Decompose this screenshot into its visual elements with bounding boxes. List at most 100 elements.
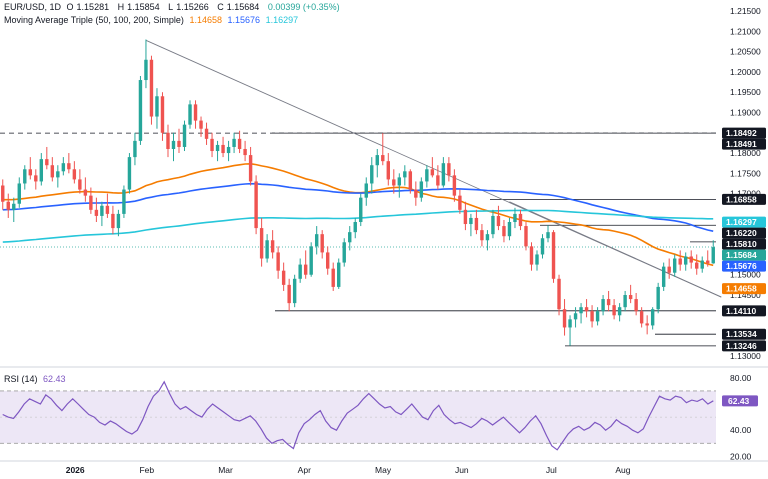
candle-body: [375, 155, 379, 166]
candle-body: [430, 169, 435, 176]
candle-body: [100, 205, 104, 216]
rsi-value-label: 62.43: [43, 374, 66, 384]
time-tick-label: 2026: [66, 465, 85, 475]
candle-body: [226, 146, 231, 154]
candle-body: [149, 59, 154, 117]
price-badge: [722, 249, 766, 261]
candle-body: [248, 155, 253, 182]
price-tick-label: 1.20500: [730, 47, 761, 57]
candle-body: [502, 226, 506, 237]
candle-body: [584, 307, 589, 312]
price-badge-label: 1.15684: [726, 250, 757, 260]
candle-body: [684, 256, 688, 265]
candle-body: [496, 215, 501, 227]
candle-body: [546, 232, 550, 239]
candle-body: [210, 138, 214, 152]
price-badge-label: 1.15676: [726, 261, 757, 271]
price-badge-label: 1.16858: [726, 194, 757, 204]
candle-body: [337, 262, 341, 287]
ma50-value: 1.14658: [189, 15, 222, 25]
candle-body: [425, 169, 429, 182]
price-badge: [722, 238, 766, 250]
candle-body: [518, 213, 523, 227]
trendline-lower: [509, 201, 722, 298]
candle-body: [524, 226, 528, 247]
candle-body: [39, 159, 44, 182]
candle-body: [634, 299, 638, 312]
price-badge: [722, 127, 766, 139]
candle-body: [678, 258, 682, 265]
candle-body: [12, 203, 16, 210]
candle-body: [573, 313, 578, 320]
low-label: L 1.15266: [168, 2, 209, 12]
candle-body: [667, 266, 671, 273]
ma200-line: [2, 209, 714, 243]
candle-body: [480, 230, 484, 241]
rsi-badge-label: 62.43: [728, 396, 750, 406]
candle-body: [281, 270, 286, 285]
price-tick-label: 1.17000: [730, 189, 761, 199]
symbol-label: EUR/USD, 1D: [4, 2, 62, 12]
candle-body: [309, 246, 313, 275]
candle-body: [623, 295, 627, 308]
candle-body: [639, 311, 644, 324]
time-tick-label: Apr: [298, 465, 311, 475]
candle-body: [706, 260, 710, 264]
ma-legend: Moving Average Triple (50, 100, 200, Sim…: [4, 15, 301, 25]
candle-body: [364, 183, 368, 198]
price-badge-label: 1.14658: [726, 284, 757, 294]
candle-body: [270, 240, 275, 253]
candle-body: [529, 246, 534, 265]
candle-body: [601, 299, 605, 312]
price-badge: [722, 305, 766, 317]
price-tick-label: 1.15000: [730, 270, 761, 280]
candle-body: [67, 163, 71, 170]
candle-body: [177, 140, 181, 147]
candle-body: [292, 278, 297, 304]
price-tick-label: 1.13000: [730, 351, 761, 361]
candle-body: [83, 189, 88, 196]
candle-body: [672, 258, 677, 273]
candle-body: [463, 209, 468, 225]
candle-body: [342, 242, 346, 263]
candle-body: [17, 183, 21, 204]
candle-body: [160, 96, 165, 133]
candle-body: [700, 260, 704, 269]
candle-body: [1, 185, 5, 202]
price-badge: [722, 283, 766, 295]
candle-body: [28, 169, 32, 176]
rsi-band: [0, 390, 716, 444]
candle-body: [23, 169, 27, 184]
candle-body: [695, 262, 699, 269]
candle-body: [34, 175, 38, 182]
candle-body: [458, 195, 462, 210]
candle-body: [661, 266, 666, 287]
candle-body: [562, 309, 567, 328]
candle-body: [436, 175, 440, 186]
candle-body: [72, 169, 77, 180]
candle-body: [474, 217, 479, 231]
candle-body: [287, 284, 291, 304]
candle-body: [414, 189, 418, 198]
rsi-tick-label: 40.00: [730, 425, 752, 435]
candle-body: [491, 215, 495, 235]
price-badge: [722, 193, 766, 205]
candle-body: [127, 157, 132, 190]
candle-body: [711, 247, 715, 264]
price-badge-label: 1.16297: [726, 217, 757, 227]
candle-body: [94, 209, 99, 216]
candle-body: [595, 311, 600, 322]
candle-body: [221, 144, 225, 154]
ma100-value: 1.15676: [227, 15, 261, 25]
rsi-tick-label: 20.00: [730, 451, 752, 461]
price-badge-label: 1.18491: [726, 139, 757, 149]
price-badge-label: 1.16220: [726, 228, 757, 238]
candle-body: [513, 213, 517, 223]
rsi-legend: RSI (14) 62.43: [4, 374, 69, 384]
price-badge: [722, 340, 766, 352]
candle-body: [237, 138, 242, 149]
candle-body: [78, 179, 82, 190]
candle-body: [469, 217, 473, 225]
candle-body: [265, 240, 269, 259]
